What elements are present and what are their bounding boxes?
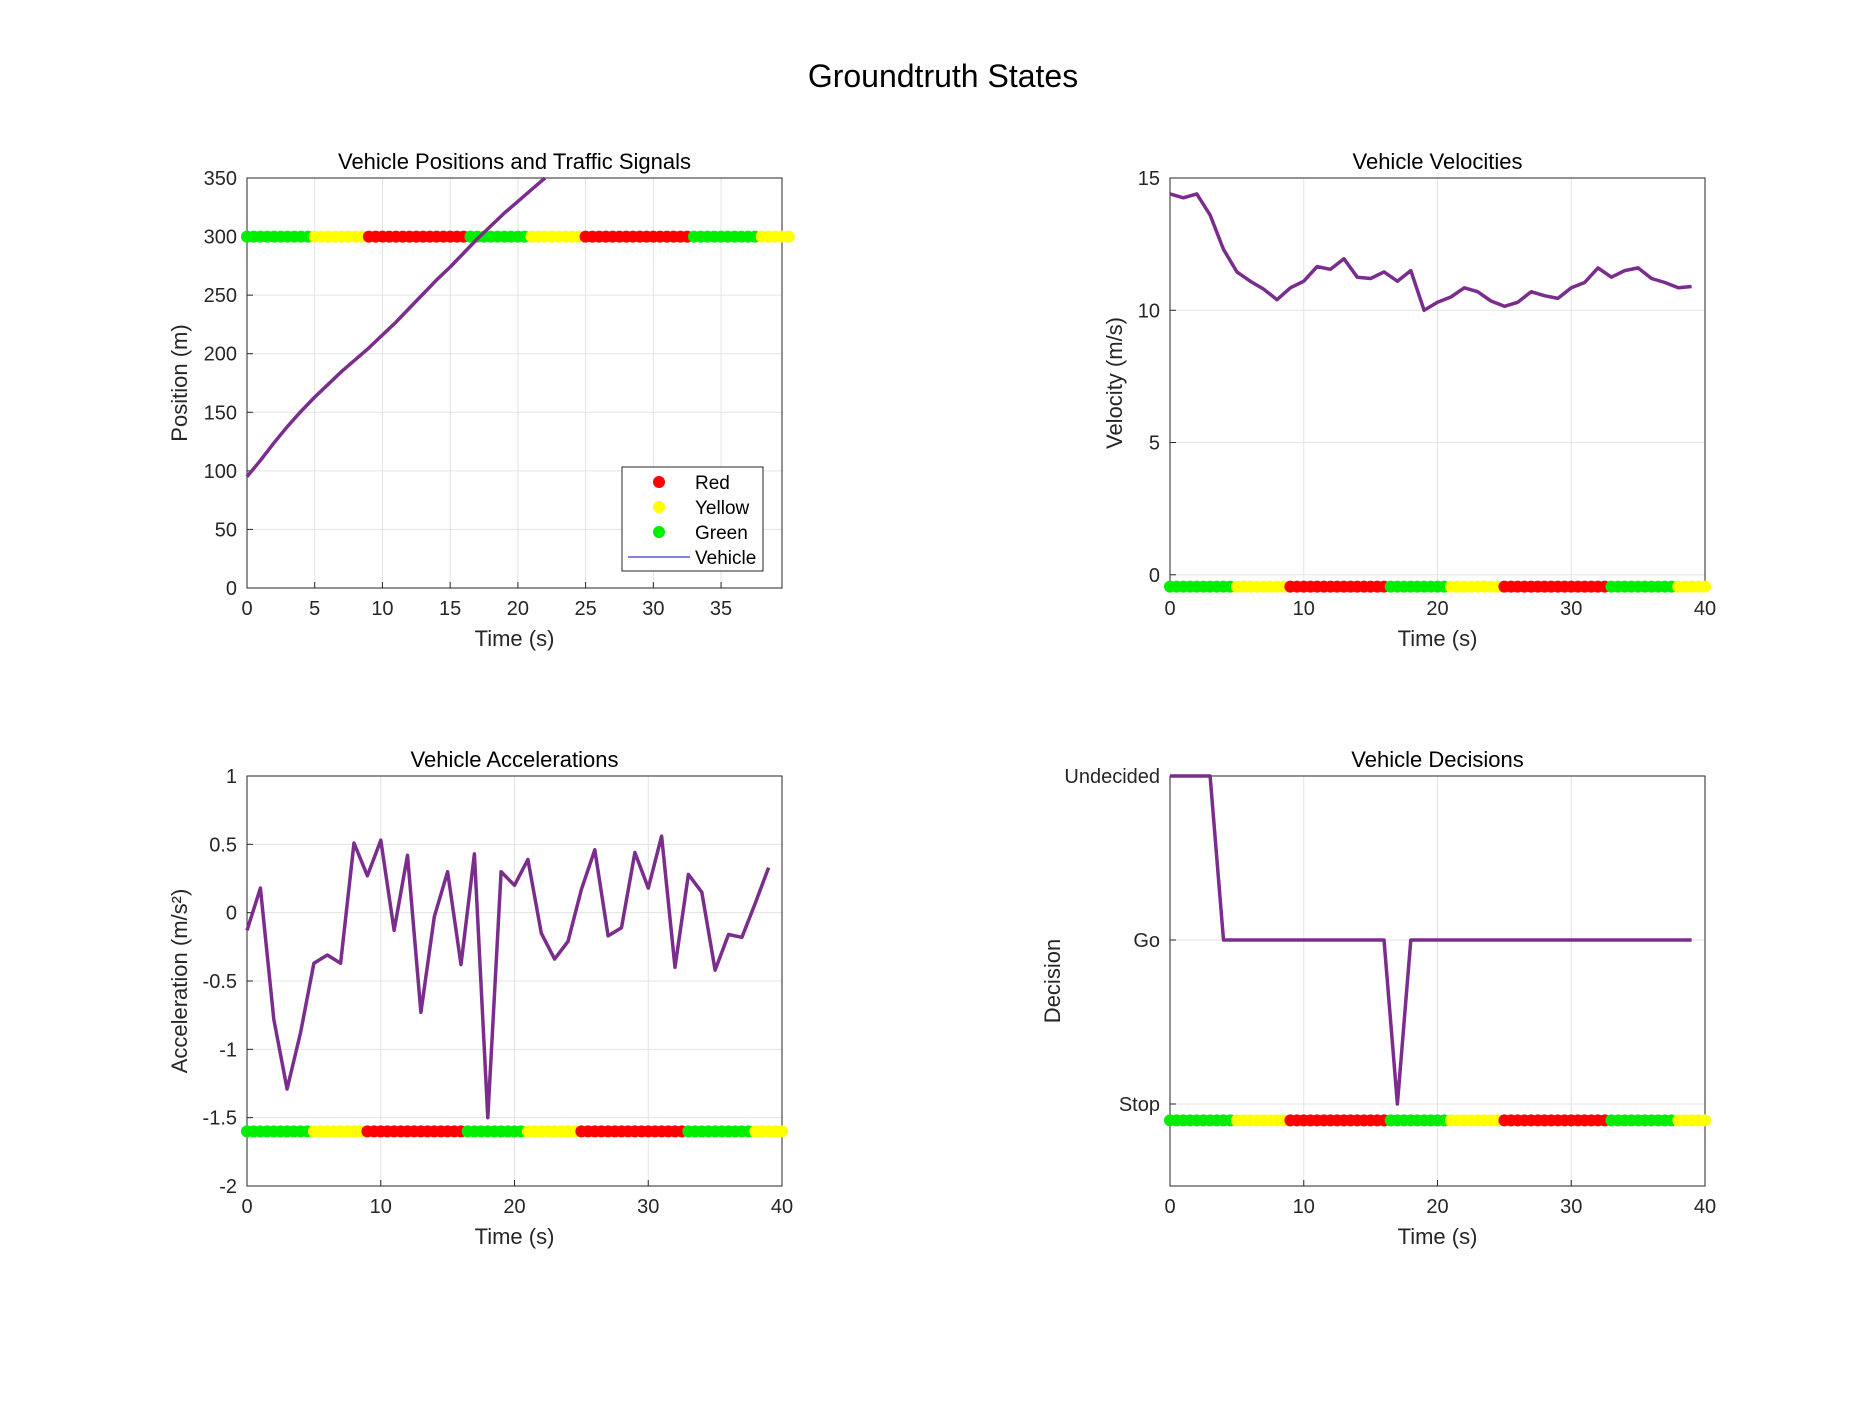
velocities-ytick-label: 5 bbox=[1149, 433, 1160, 455]
velocities-ytick-label: 10 bbox=[1138, 300, 1160, 322]
accelerations-vehicle-line bbox=[245, 834, 771, 1120]
positions-xtick-label: 30 bbox=[642, 598, 664, 620]
positions-ytick-label: 250 bbox=[204, 285, 237, 307]
decisions-signal-marker-Y bbox=[1699, 1114, 1711, 1127]
positions-ytick-label: 300 bbox=[204, 227, 237, 249]
positions-signal-marker-Y bbox=[782, 230, 795, 243]
decisions-ytick-label: Go bbox=[1133, 930, 1160, 952]
legend-vehicle-label: Vehicle bbox=[695, 548, 756, 569]
legend-yellow-marker bbox=[653, 501, 665, 513]
positions-xtick-label: 5 bbox=[309, 598, 320, 620]
velocities-xtick-label: 0 bbox=[1164, 598, 1175, 620]
accelerations-ytick-label: -1 bbox=[219, 1039, 237, 1061]
figure-title: Groundtruth States bbox=[808, 58, 1078, 94]
positions-xtick-label: 10 bbox=[371, 598, 393, 620]
accelerations-ytick-label: -1.5 bbox=[203, 1108, 237, 1130]
legend-yellow-label: Yellow bbox=[695, 498, 750, 519]
positions-ylabel: Position (m) bbox=[167, 324, 192, 441]
accelerations-ylabel: Acceleration (m/s²) bbox=[167, 889, 192, 1074]
decisions-xtick-label: 40 bbox=[1694, 1196, 1716, 1218]
positions-xtick-label: 15 bbox=[439, 598, 461, 620]
legend-green-label: Green bbox=[695, 523, 748, 544]
accelerations-ytick-label: -2 bbox=[219, 1176, 237, 1198]
decisions-vehicle-line bbox=[1170, 774, 1692, 1106]
accelerations-xlabel: Time (s) bbox=[475, 1224, 555, 1249]
decisions-ytick-label: Undecided bbox=[1064, 766, 1160, 788]
decisions-xtick-label: 20 bbox=[1426, 1196, 1448, 1218]
accelerations-title: Vehicle Accelerations bbox=[411, 747, 619, 772]
positions-ytick-label: 100 bbox=[204, 461, 237, 483]
velocities-xlabel: Time (s) bbox=[1398, 626, 1478, 651]
decisions-ytick-label: Stop bbox=[1119, 1094, 1160, 1116]
positions-xtick-label: 0 bbox=[241, 598, 252, 620]
positions-ytick-label: 50 bbox=[215, 519, 237, 541]
accelerations-panel: 0 10 20 30 40 -2 -1.5 -1 -0.5 0 0.5 1 Vehicle Accele… bbox=[167, 747, 793, 1249]
accelerations-xtick-label: 20 bbox=[503, 1196, 525, 1218]
accelerations-ytick-label: 1 bbox=[226, 766, 237, 788]
positions-ytick-label: 150 bbox=[204, 402, 237, 424]
velocities-ylabel: Velocity (m/s) bbox=[1102, 317, 1127, 449]
velocities-xtick-label: 10 bbox=[1293, 598, 1315, 620]
positions-ytick-label: 200 bbox=[204, 344, 237, 366]
velocities-ytick-label: 15 bbox=[1138, 168, 1160, 190]
positions-xtick-label: 25 bbox=[574, 598, 596, 620]
positions-xtick-label: 20 bbox=[507, 598, 529, 620]
velocities-xtick-label: 20 bbox=[1426, 598, 1448, 620]
decisions-xtick-label: 10 bbox=[1293, 1196, 1315, 1218]
legend-green-marker bbox=[653, 526, 665, 538]
positions-ytick-label: 0 bbox=[226, 578, 237, 600]
velocities-ytick-label: 0 bbox=[1149, 565, 1160, 587]
accelerations-xtick-label: 30 bbox=[637, 1196, 659, 1218]
decisions-title: Vehicle Decisions bbox=[1351, 747, 1523, 772]
legend-red-marker bbox=[653, 476, 665, 488]
positions-axes-box bbox=[246, 177, 783, 589]
decisions-panel: 0 10 20 30 40 Stop Go Undecided Vehicle Decision… bbox=[1040, 747, 1716, 1249]
positions-xlabel: Time (s) bbox=[475, 626, 555, 651]
accelerations-xtick-label: 10 bbox=[370, 1196, 392, 1218]
accelerations-ytick-label: 0.5 bbox=[209, 834, 237, 856]
positions-vehicle-line bbox=[245, 176, 547, 478]
decisions-xtick-label: 30 bbox=[1560, 1196, 1582, 1218]
velocities-title: Vehicle Velocities bbox=[1353, 149, 1523, 174]
velocities-signal-marker-Y bbox=[1699, 580, 1711, 593]
chart-legend: Red Yellow Green Vehicle bbox=[621, 466, 764, 572]
accelerations-ytick-label: 0 bbox=[226, 903, 237, 925]
legend-box bbox=[621, 466, 764, 572]
velocities-xtick-label: 30 bbox=[1560, 598, 1582, 620]
decisions-ylabel: Decision bbox=[1040, 939, 1065, 1023]
velocities-panel: 0 10 20 30 40 0 5 10 15 Vehicle Velocities Time (s… bbox=[1102, 149, 1716, 651]
velocities-vehicle-line bbox=[1169, 192, 1692, 313]
positions-panel: 0 5 10 15 20 25 30 35050100150200250300350Vehic… bbox=[167, 149, 795, 651]
positions-xtick-label: 35 bbox=[710, 598, 732, 620]
positions-title: Vehicle Positions and Traffic Signals bbox=[338, 149, 691, 174]
accelerations-signal-marker-Y bbox=[776, 1125, 788, 1138]
legend-red-label: Red bbox=[695, 473, 730, 494]
decisions-xtick-label: 0 bbox=[1164, 1196, 1175, 1218]
positions-ytick-label: 350 bbox=[204, 168, 237, 190]
accelerations-xtick-label: 0 bbox=[241, 1196, 252, 1218]
velocities-xtick-label: 40 bbox=[1694, 598, 1716, 620]
accelerations-xtick-label: 40 bbox=[771, 1196, 793, 1218]
decisions-xlabel: Time (s) bbox=[1398, 1224, 1478, 1249]
accelerations-ytick-label: -0.5 bbox=[203, 971, 237, 993]
